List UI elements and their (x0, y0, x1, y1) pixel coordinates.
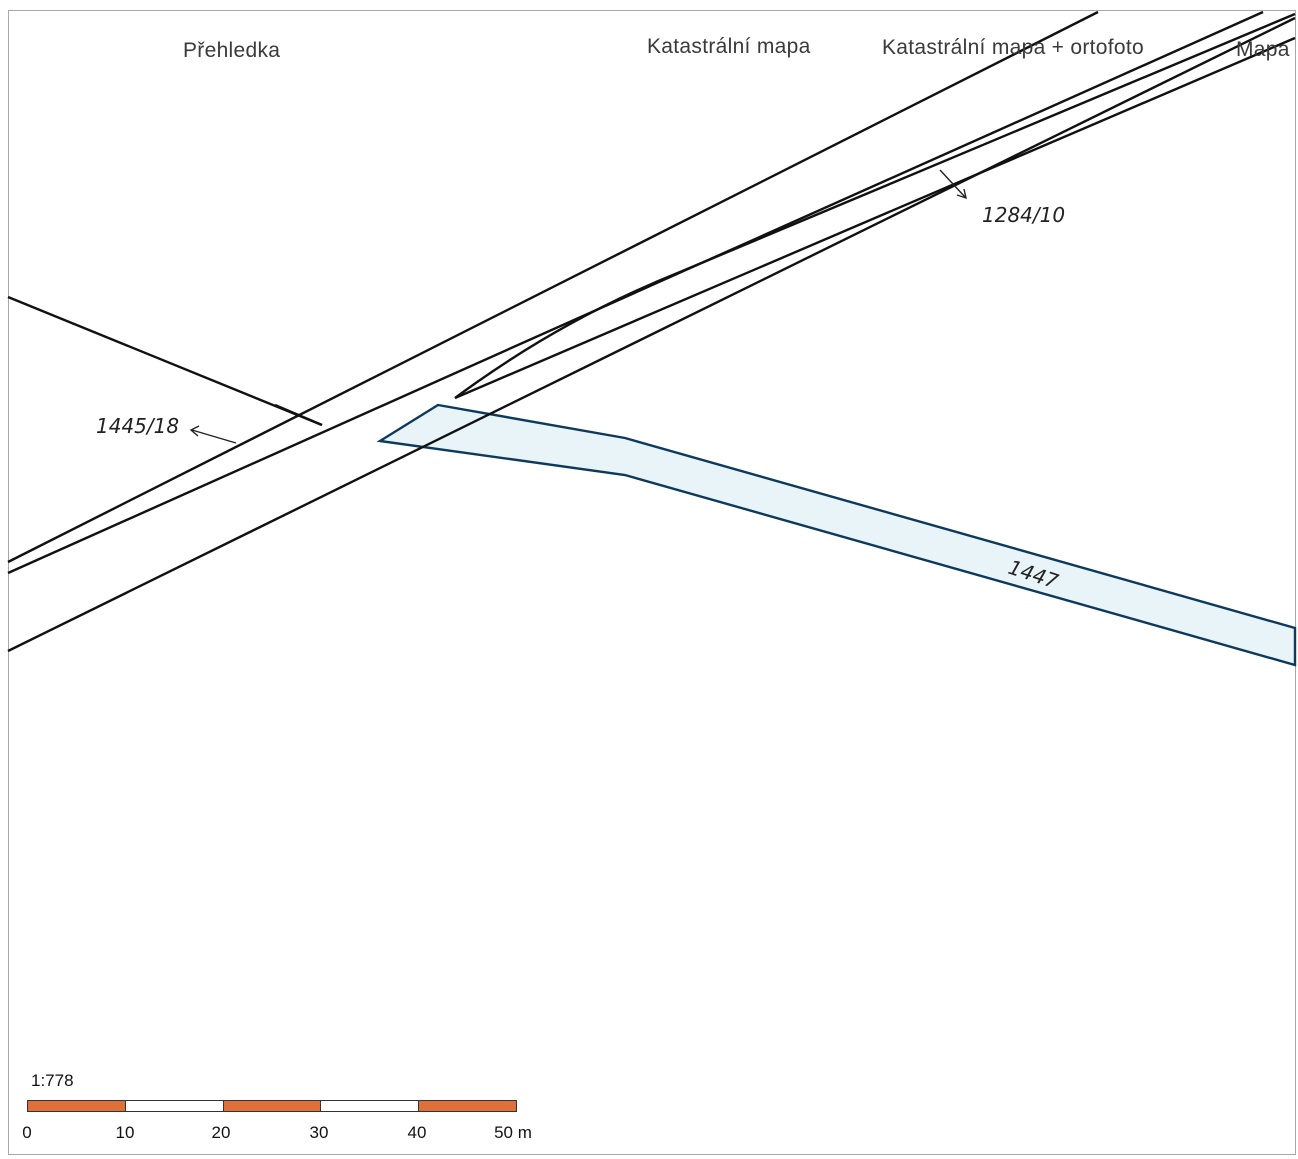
watercourse-1447[interactable] (376, 403, 1297, 667)
scale-bar (27, 1100, 517, 1112)
scale-tick: 20 (211, 1123, 231, 1142)
boundary-line (454, 12, 1296, 399)
boundary-line (7, 10, 1099, 564)
parcel-label-1445-18: 1445/18 (96, 414, 179, 438)
arrowhead-1284-10 (956, 188, 967, 200)
parcel-boundaries (7, 10, 1296, 653)
scale-segment (223, 1101, 322, 1111)
scale-tick: 0 (22, 1123, 32, 1142)
scale-tick: 40 (407, 1123, 427, 1142)
boundary-line (7, 295, 323, 427)
tab-cadastral-orthophoto[interactable]: Katastrální mapa + ortofoto (882, 36, 1144, 59)
scale-tick: 30 (309, 1123, 329, 1142)
scale-segment (28, 1101, 126, 1111)
scale-segment (419, 1101, 516, 1111)
tab-overview[interactable]: Přehledka (183, 39, 281, 62)
arrow-1445-18 (191, 429, 237, 444)
scale-ratio: 1:778 (31, 1071, 74, 1090)
scale-tick: 10 (115, 1123, 135, 1142)
arrowhead-1445-18 (189, 425, 200, 437)
tab-map[interactable]: Mapa (1236, 38, 1290, 61)
boundary-line (7, 10, 1264, 575)
boundary-line (274, 403, 323, 427)
arrow-1284-10 (939, 169, 966, 198)
label-arrows (189, 169, 967, 444)
boundary-line (454, 36, 1296, 400)
boundary-line (7, 16, 1296, 653)
scale-tick: 50 m (494, 1123, 532, 1142)
parcel-label-1284-10: 1284/10 (982, 203, 1065, 227)
tab-cadastral-map[interactable]: Katastrální mapa (647, 35, 811, 58)
scale-segment (125, 1101, 224, 1111)
scale-segment (321, 1101, 420, 1111)
